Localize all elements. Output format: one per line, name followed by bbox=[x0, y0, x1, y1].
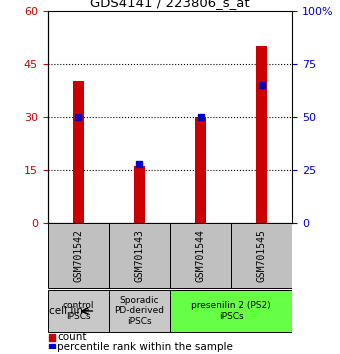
Text: control
IPSCs: control IPSCs bbox=[63, 301, 94, 321]
Bar bbox=[256, 46, 267, 223]
Text: presenilin 2 (PS2)
iPSCs: presenilin 2 (PS2) iPSCs bbox=[191, 301, 271, 321]
Bar bbox=[48, 223, 109, 289]
Bar bbox=[48, 290, 109, 332]
Text: GSM701544: GSM701544 bbox=[195, 229, 206, 282]
Text: GSM701542: GSM701542 bbox=[73, 229, 83, 282]
Bar bbox=[109, 290, 170, 332]
Text: GSM701545: GSM701545 bbox=[257, 229, 267, 282]
Bar bbox=[73, 81, 84, 223]
Text: percentile rank within the sample: percentile rank within the sample bbox=[57, 342, 233, 353]
Bar bbox=[195, 117, 206, 223]
Bar bbox=[134, 166, 145, 223]
Text: count: count bbox=[57, 332, 87, 342]
Bar bbox=[49, 344, 55, 351]
Bar bbox=[109, 223, 170, 289]
Bar bbox=[231, 223, 292, 289]
Title: GDS4141 / 223806_s_at: GDS4141 / 223806_s_at bbox=[90, 0, 250, 10]
Text: Sporadic
PD-derived
iPSCs: Sporadic PD-derived iPSCs bbox=[114, 296, 165, 326]
Bar bbox=[170, 223, 231, 289]
Text: GSM701543: GSM701543 bbox=[134, 229, 144, 282]
Text: cell line: cell line bbox=[49, 306, 89, 316]
Bar bbox=[49, 334, 55, 341]
Bar bbox=[170, 290, 292, 332]
